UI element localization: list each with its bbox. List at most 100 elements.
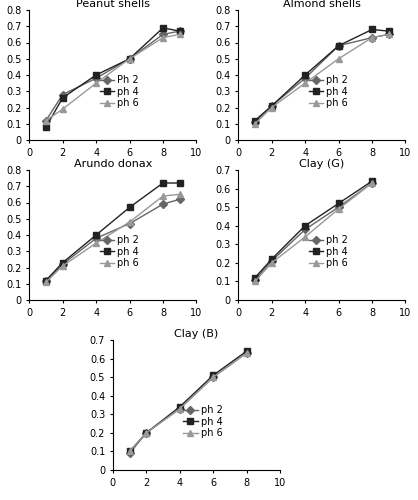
ph 2 [269,258,274,264]
ph 4 [269,256,274,262]
ph 6 [127,219,132,225]
ph 2 [386,32,391,38]
ph 4 [161,25,166,31]
ph 2 [303,226,308,232]
ph 6 [386,32,391,38]
ph 6 [303,80,308,86]
Line: ph 6: ph 6 [252,180,375,284]
ph 6 [60,263,65,269]
Ph 2 [127,56,132,62]
ph 6 [177,406,182,411]
ph 6 [94,240,99,246]
Title: Almond shells: Almond shells [283,0,361,9]
Line: ph 4: ph 4 [127,348,250,454]
ph 2 [336,43,341,49]
Line: ph 2: ph 2 [43,196,183,284]
ph 2 [211,374,216,380]
Ph 2 [94,75,99,81]
ph 4 [43,124,48,130]
ph 2 [161,201,166,207]
ph 4 [252,118,257,124]
Legend: ph 2, ph 4, ph 6: ph 2, ph 4, ph 6 [307,74,350,110]
Legend: ph 2, ph 4, ph 6: ph 2, ph 4, ph 6 [181,404,224,440]
ph 6 [127,56,132,62]
Line: ph 2: ph 2 [252,32,392,125]
Line: ph 4: ph 4 [43,25,183,130]
Line: ph 2: ph 2 [127,350,250,456]
ph 6 [269,104,274,110]
Line: ph 6: ph 6 [252,32,392,126]
ph 4 [370,178,375,184]
ph 4 [43,278,48,283]
ph 6 [43,279,48,285]
Legend: Ph 2, ph 4, ph 6: Ph 2, ph 4, ph 6 [98,74,141,110]
ph 6 [370,180,375,186]
ph 6 [269,260,274,266]
ph 6 [336,206,341,212]
ph 4 [252,274,257,280]
ph 2 [94,236,99,242]
Title: Peanut shells: Peanut shells [76,0,150,9]
ph 6 [177,192,182,198]
ph 4 [177,180,182,186]
ph 4 [303,72,308,78]
ph 6 [336,56,341,62]
ph 4 [336,200,341,206]
ph 4 [144,430,149,436]
ph 4 [303,222,308,228]
Line: ph 6: ph 6 [43,32,183,124]
ph 2 [144,430,149,436]
ph 6 [370,34,375,40]
ph 6 [303,234,308,240]
ph 6 [211,374,216,380]
ph 4 [386,28,391,34]
ph 2 [336,204,341,210]
ph 2 [252,276,257,282]
ph 4 [177,404,182,410]
ph 6 [252,278,257,284]
ph 2 [177,406,182,411]
Ph 2 [43,118,48,124]
Line: ph 4: ph 4 [43,180,183,284]
ph 2 [43,278,48,283]
ph 2 [127,220,132,226]
ph 6 [252,120,257,126]
ph 4 [60,260,65,266]
Legend: ph 2, ph 4, ph 6: ph 2, ph 4, ph 6 [98,234,141,270]
Title: Arundo donax: Arundo donax [74,159,152,169]
ph 6 [127,448,132,454]
Ph 2 [161,32,166,38]
ph 2 [370,34,375,40]
ph 2 [269,103,274,109]
Line: ph 4: ph 4 [252,178,375,280]
ph 4 [269,103,274,109]
ph 4 [60,95,65,101]
ph 6 [94,80,99,86]
Line: ph 6: ph 6 [127,350,250,454]
ph 4 [127,448,132,454]
ph 4 [244,348,249,354]
Ph 2 [177,28,182,34]
ph 6 [161,34,166,40]
ph 4 [161,180,166,186]
ph 4 [127,204,132,210]
ph 4 [370,26,375,32]
ph 4 [211,372,216,378]
ph 4 [94,232,99,238]
ph 4 [177,28,182,34]
Title: Clay (G): Clay (G) [299,159,344,169]
ph 6 [244,350,249,356]
Title: Clay (B): Clay (B) [174,329,219,339]
ph 4 [127,56,132,62]
ph 2 [177,196,182,202]
Line: Ph 2: Ph 2 [43,28,183,124]
ph 4 [336,43,341,49]
ph 6 [60,106,65,112]
ph 2 [244,350,249,356]
ph 6 [177,32,182,38]
Line: ph 2: ph 2 [252,180,375,282]
ph 2 [252,119,257,125]
ph 2 [370,180,375,186]
ph 2 [60,261,65,267]
ph 4 [94,72,99,78]
